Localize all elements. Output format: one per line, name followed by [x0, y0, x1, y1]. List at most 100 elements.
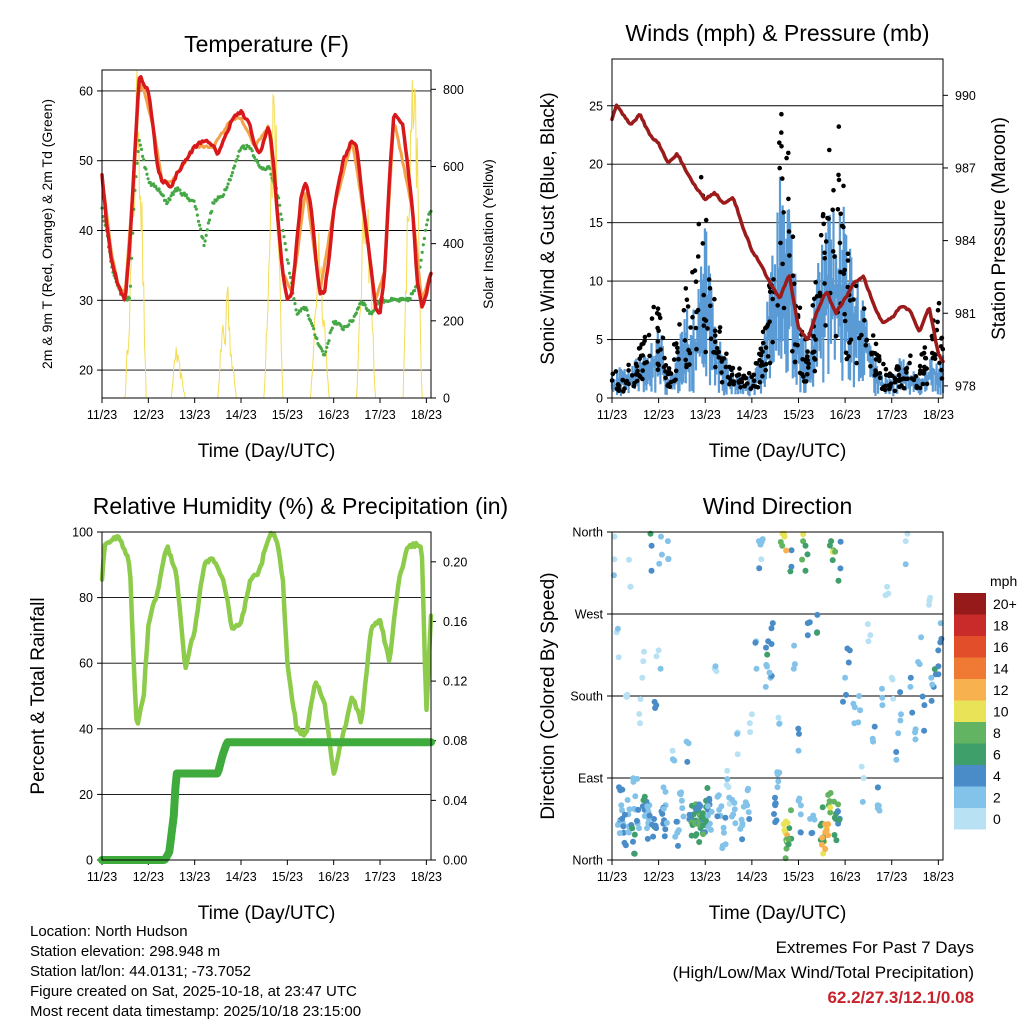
- temperature-xtick-label: 16/23: [318, 408, 349, 422]
- wind_direction-ytick-label: North: [572, 526, 603, 540]
- winds-ytick-label: 5: [596, 333, 603, 347]
- wind-gust-point: [757, 380, 763, 385]
- wind-direction-point: [746, 816, 753, 822]
- colorbar-label: 4: [993, 768, 1001, 784]
- wind-direction-point: [627, 583, 634, 590]
- colorbar-label: 16: [993, 639, 1009, 655]
- wind-direction-point: [700, 831, 707, 838]
- dewpoint-point: [195, 213, 199, 217]
- humidity-xtick-label: 16/23: [318, 870, 349, 884]
- wind_direction-xtick-label: 17/23: [876, 870, 907, 884]
- wind_direction-xtick-label: 18/23: [923, 870, 954, 884]
- dewpoint-point: [289, 275, 293, 279]
- wind-direction-point: [864, 621, 871, 628]
- winds-ytick-label: 10: [589, 275, 603, 289]
- wind-gust-point: [695, 254, 701, 259]
- wind-direction-point: [773, 817, 780, 824]
- dewpoint-point: [137, 138, 141, 143]
- wind-direction-point: [787, 568, 794, 575]
- wind-gust-point: [728, 378, 734, 384]
- wind-gust-point: [642, 334, 648, 340]
- humidity-precip-panel: Relative Humidity (%) & Precipitation (i…: [28, 493, 508, 924]
- wind-direction-point: [857, 707, 864, 714]
- temperature-ytick-label: 20: [79, 364, 93, 378]
- wind-gust-point: [717, 325, 723, 330]
- wind-gust-point: [787, 253, 792, 258]
- wind-gust-point: [896, 372, 902, 378]
- wind-direction-point: [790, 665, 797, 672]
- colorbar-swatch: [954, 636, 986, 658]
- wind-gust-point: [671, 357, 677, 362]
- wind-direction-point: [928, 697, 935, 704]
- wind-gust-point: [939, 376, 945, 381]
- wind-gust-point: [712, 339, 718, 345]
- wind-gust-point: [823, 323, 828, 328]
- dewpoint-point: [203, 239, 207, 243]
- colorbar-label: 18: [993, 618, 1009, 634]
- wind-gust-point: [778, 240, 783, 246]
- dewpoint-point: [127, 296, 131, 300]
- wind-direction-point: [796, 730, 802, 737]
- temp-2m-line: [100, 75, 433, 315]
- wind-direction-point: [661, 833, 668, 840]
- wind-gust-point: [904, 370, 909, 375]
- colorbar-swatch: [954, 679, 986, 701]
- wind-gust-point: [642, 361, 647, 366]
- wind-gust-point: [616, 382, 621, 387]
- wind-gust-point: [792, 281, 797, 287]
- wind-direction-point: [731, 799, 738, 806]
- wind-direction-point: [745, 809, 752, 816]
- wind-direction-point: [785, 836, 792, 842]
- humidity-xtick-label: 13/23: [179, 870, 210, 884]
- wind-gust-point: [872, 373, 878, 378]
- dewpoint-point: [298, 309, 303, 313]
- dewpoint-point: [413, 289, 417, 293]
- wind-gust-point: [799, 372, 805, 377]
- temperature-ylabel: 2m & 9m T (Red, Orange) & 2m Td (Green): [39, 99, 55, 369]
- wind-direction-point: [634, 775, 641, 782]
- dewpoint-point: [142, 158, 146, 162]
- wind-gust-point: [818, 232, 824, 238]
- wind-gust-point: [938, 344, 944, 349]
- winds-ylabel-right: Station Pressure (Maroon): [989, 117, 1010, 340]
- wind-gust-point: [806, 361, 811, 367]
- dewpoint-point: [311, 324, 315, 328]
- wind-direction-point: [623, 694, 630, 700]
- wind-gust-point: [660, 335, 666, 341]
- wind-gust-point: [897, 378, 902, 384]
- dewpoint-point: [423, 228, 428, 232]
- wind-direction-point: [855, 719, 862, 726]
- humidity-title: Relative Humidity (%) & Precipitation (i…: [93, 493, 508, 519]
- humidity-ytick-label: 20: [79, 788, 93, 802]
- wind-direction-point: [616, 830, 623, 837]
- wind-gust-point: [677, 322, 682, 327]
- wind-direction-point: [845, 659, 852, 666]
- wind-direction-point: [713, 668, 720, 675]
- wind-gust-point: [839, 223, 845, 229]
- wind-direction-point: [747, 729, 754, 736]
- dewpoint-point: [241, 144, 246, 148]
- wind-direction-point: [774, 784, 781, 791]
- wind-gust-point: [870, 333, 876, 338]
- wind-gust-point: [712, 296, 717, 302]
- wind-gust-point: [937, 360, 942, 366]
- wind-direction-point: [758, 556, 765, 563]
- station-latlon: Station lat/lon: 44.0131; -73.7052: [30, 963, 252, 980]
- wind-direction-point: [808, 830, 815, 836]
- dewpoint-point: [313, 333, 317, 337]
- colorbar-swatch: [954, 808, 986, 830]
- wind-direction-point: [665, 556, 672, 562]
- wind-direction-point: [834, 808, 841, 815]
- humidity-ytick-right-label: 0.00: [443, 854, 467, 868]
- wind-gust-point: [822, 255, 827, 261]
- dewpoint-point: [151, 182, 156, 186]
- dewpoint-point: [192, 199, 196, 203]
- dewpoint-point: [250, 149, 254, 153]
- wind-gust-point: [921, 371, 926, 376]
- wind_direction-xlabel: Time (Day/UTC): [709, 903, 847, 924]
- wind-gust-point: [846, 354, 851, 359]
- wind-direction-point: [825, 821, 832, 828]
- wind-direction-point: [698, 814, 705, 821]
- dewpoint-point: [312, 327, 316, 331]
